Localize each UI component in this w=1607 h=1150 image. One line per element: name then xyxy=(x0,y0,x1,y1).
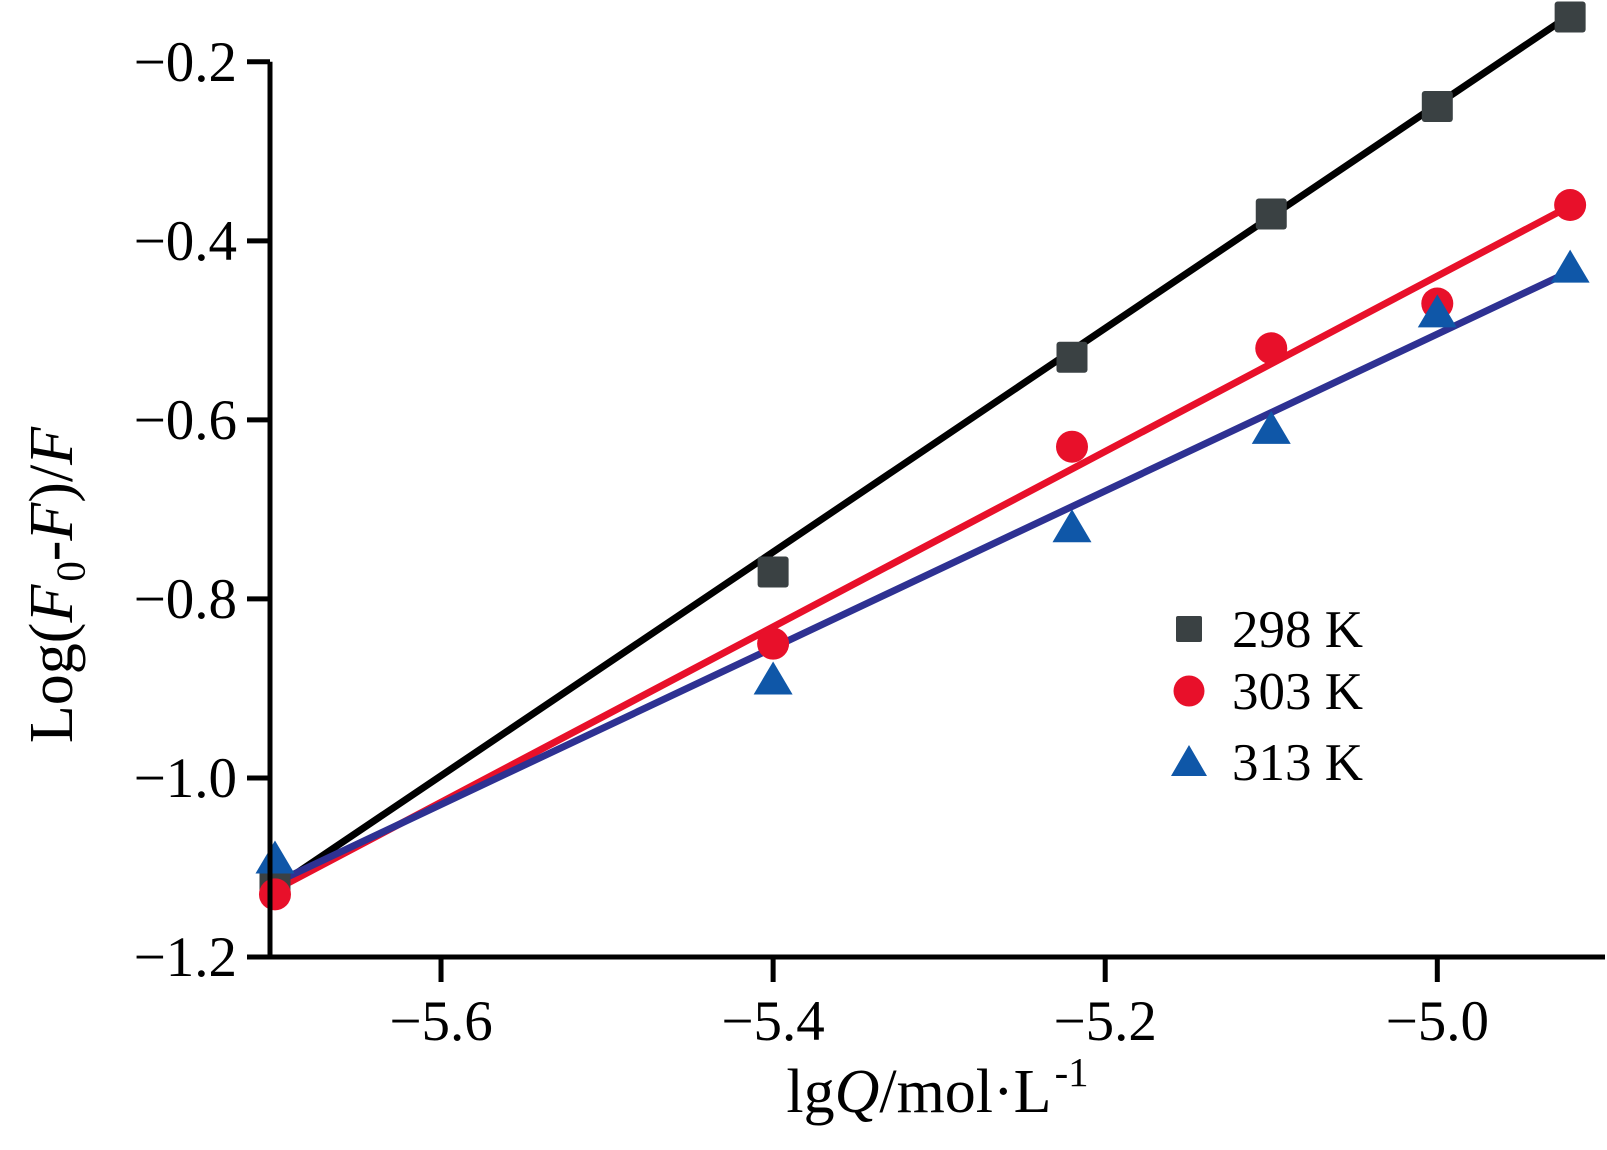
x-tick-label: −5.6 xyxy=(389,990,492,1053)
legend-entry-313k: 313 K xyxy=(1171,734,1363,792)
marker-triangle-313k xyxy=(1052,509,1092,543)
fit-lines-layer xyxy=(268,12,1572,896)
axes-layer xyxy=(247,59,1605,982)
y-tick-label: −0.6 xyxy=(134,389,237,452)
marker-circle-303k xyxy=(757,627,790,660)
tick-labels-layer: −0.2 −0.4 −0.6 −0.8 −1.0 −1.2 −5.6 −5.4 −5.2 −5.0 xyxy=(134,31,1489,1053)
y-tick-label: −0.8 xyxy=(134,568,237,631)
marker-circle-303k xyxy=(1055,430,1088,463)
x-tick-label: −5.0 xyxy=(1386,990,1489,1053)
legend-marker-square xyxy=(1176,616,1202,642)
legend-label-298k: 298 K xyxy=(1232,601,1363,659)
legend-entry-298k: 298 K xyxy=(1176,601,1363,659)
y-tick-label: −0.2 xyxy=(134,31,237,94)
legend-label-303k: 303 K xyxy=(1232,663,1363,721)
y-tick-label: −0.4 xyxy=(134,210,237,273)
series-313k xyxy=(255,249,1590,874)
axis-titles-layer: lgQ/mol·L-1 Log(F0-F)/F xyxy=(18,426,1089,1126)
marker-triangle-313k xyxy=(1550,249,1590,283)
marker-circle-303k xyxy=(258,878,291,911)
marker-circle-303k xyxy=(1255,332,1288,365)
marker-square-298k xyxy=(757,556,789,588)
y-tick-label: −1.0 xyxy=(134,747,237,810)
marker-triangle-313k xyxy=(753,661,793,695)
marker-triangle-313k xyxy=(1251,410,1291,444)
marker-square-298k xyxy=(1421,91,1453,123)
marker-triangle-313k xyxy=(1417,294,1457,328)
x-tick-label: −5.2 xyxy=(1054,990,1157,1053)
legend-entry-303k: 303 K xyxy=(1173,663,1363,721)
legend-marker-triangle xyxy=(1171,745,1207,776)
x-tick-label: −5.4 xyxy=(721,990,824,1053)
marker-square-298k xyxy=(1255,198,1287,230)
y-axis-title: Log(F0-F)/F xyxy=(18,426,93,743)
marker-circle-303k xyxy=(1554,189,1587,222)
fit-line-303k xyxy=(268,203,1572,896)
fit-line-313k xyxy=(268,268,1572,888)
x-axis-title: lgQ/mol·L-1 xyxy=(786,1050,1088,1126)
y-tick-label: −1.2 xyxy=(134,926,237,989)
legend-marker-circle xyxy=(1173,675,1205,707)
series-303k xyxy=(258,189,1587,911)
fit-line-298k xyxy=(268,12,1572,894)
markers-layer xyxy=(255,1,1590,911)
marker-square-298k xyxy=(1056,341,1088,373)
legend-label-313k: 313 K xyxy=(1232,734,1363,792)
marker-square-298k xyxy=(1554,1,1586,33)
marker-triangle-313k xyxy=(255,840,295,874)
